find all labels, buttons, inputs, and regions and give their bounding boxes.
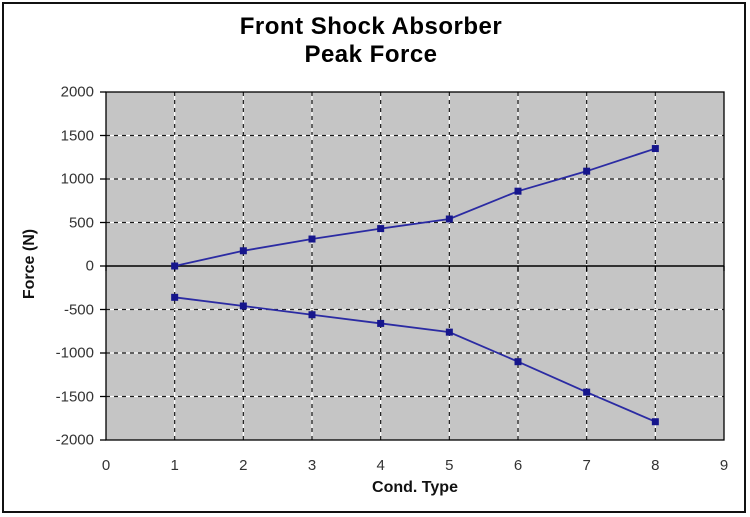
x-tick-label-6: 6 (513, 457, 523, 474)
data-point-s2-x5 (445, 328, 453, 336)
data-point-s1-x4 (377, 225, 385, 233)
x-tick-label-7: 7 (582, 457, 591, 474)
x-tick-label-5: 5 (445, 457, 454, 474)
series-line-2 (174, 296, 656, 423)
x-tick-label-1: 1 (170, 457, 179, 474)
chart-title-line1: Front Shock Absorber (239, 13, 503, 40)
x-axis-title: Cond. Type (372, 479, 458, 496)
data-point-s1-x1 (171, 262, 179, 270)
x-tick-label-8: 8 (651, 457, 660, 474)
series-line-1 (174, 147, 656, 267)
data-point-s1-x2 (239, 247, 247, 255)
y-tick-label-500: 500 (68, 214, 94, 231)
y-axis-title: Force (N) (21, 228, 38, 300)
y-tick-label-1500: 1500 (60, 127, 94, 144)
y-tick-label-m2000: -2000 (55, 431, 94, 449)
y-tick-label-m500: -500 (63, 301, 94, 318)
data-point-s2-x3 (308, 311, 316, 319)
y-tick-label-0: 0 (85, 257, 94, 275)
x-tick-label-4: 4 (376, 457, 385, 474)
y-tick-label-1000: 1000 (60, 170, 94, 188)
data-point-s1-x5 (445, 215, 453, 223)
chart-title: Front Shock Absorber Peak Force (0, 13, 746, 69)
data-point-s2-x7 (583, 388, 591, 396)
x-tick-label-2: 2 (239, 457, 248, 474)
x-tick-label-0: 0 (101, 457, 111, 474)
x-tick-label-3: 3 (307, 457, 317, 474)
data-point-s1-x8 (651, 145, 659, 153)
data-point-s2-x6 (514, 358, 522, 366)
y-tick-label-m1500: -1500 (55, 388, 94, 405)
chart-title-line2: Peak Force (304, 41, 438, 68)
data-point-s2-x4 (377, 319, 385, 327)
data-point-s1-x7 (583, 167, 591, 175)
data-point-s2-x8 (651, 418, 659, 426)
x-tick-label-9: 9 (719, 457, 729, 474)
data-point-s1-x3 (308, 235, 316, 243)
data-point-s2-x1 (171, 293, 179, 301)
data-point-s2-x2 (239, 302, 247, 310)
y-tick-label-2000: 2000 (60, 83, 94, 101)
y-tick-label-m1000: -1000 (55, 344, 94, 362)
data-point-s1-x6 (514, 187, 522, 195)
